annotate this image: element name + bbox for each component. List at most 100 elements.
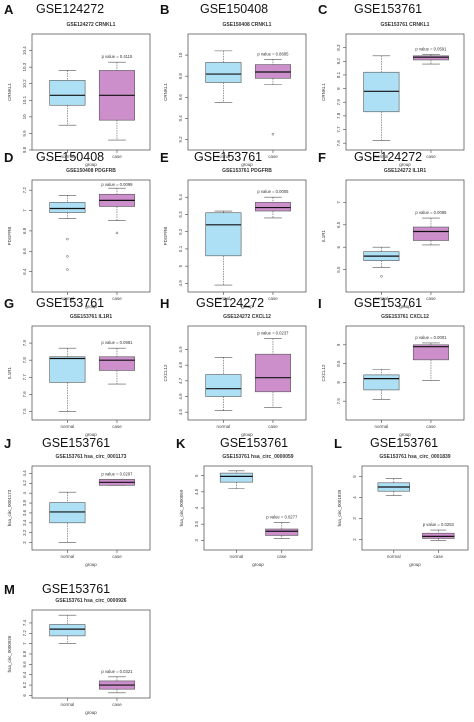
y-axis-label: CXCL12 [163, 364, 168, 382]
x-axis-label: group [85, 562, 97, 567]
chart-title: GSE153761 CRNKL1 [381, 22, 430, 28]
boxplot-chart: GSE153761 hsa_circ_0001173 3 3.2 3.4 3.6 3.8 4… [7, 454, 151, 567]
y-tick-label: 6.5 [336, 221, 341, 228]
y-tick-label: 4 [194, 506, 199, 509]
plot-frame [361, 465, 469, 551]
y-tick-label: 6.8 [22, 650, 27, 657]
y-tick-label: 7.2 [22, 187, 27, 194]
p-value-label: p value = 0.0297 [101, 471, 133, 476]
y-tick-label: 7.7 [22, 374, 27, 381]
x-axis-label: group [85, 304, 97, 309]
y-axis-label: CRNKL1 [321, 83, 326, 101]
x-axis-label: group [399, 304, 411, 309]
panel-e: E GSE153761 GSE153761 PDGFRB 4.9 5 5.1 5.2 5.… [160, 150, 310, 309]
y-tick-label: 3.5 [194, 521, 199, 528]
y-axis-label: hsa_circ_0000059 [179, 489, 184, 526]
panel-letter: J [4, 436, 12, 451]
x-tick-label: case [268, 154, 278, 159]
y-tick-label: 4.8 [178, 362, 183, 369]
chart-title: GSE153761 hsa_circ_0001839 [379, 454, 450, 460]
p-value-label: p value = 0.0001 [415, 335, 447, 340]
boxplot-chart: GSE124272 CXCL12 4.5 4.6 4.7 4.8 4.9 CXCL12 nor… [163, 314, 307, 437]
outlier-point [66, 237, 69, 241]
panel-d: D GSE150408 GSE150408 PDGFRB 6.4 6.6 6.8 7 7.… [4, 150, 154, 309]
x-tick-label: normal [61, 702, 75, 707]
box-normal [49, 356, 86, 383]
y-tick-label: 9.2 [178, 136, 183, 143]
y-axis-label: CXCL12 [321, 364, 326, 382]
x-tick-label: normal [375, 424, 389, 429]
panel-f: F GSE124272 GSE124272 IL1R1 5.5 6 6.5 7 IL1R1… [318, 150, 468, 309]
panel-c: C GSE153761 GSE153761 CRNKL1 7.6 7.7 7.8 7.9… [318, 2, 468, 174]
x-tick-label: normal [217, 296, 231, 301]
boxplot-chart: GSE153761 hsa_circ_0000059 3 3.5 4 4.5 5 hsa_c… [179, 454, 313, 567]
p-value-label: p value = 0.0253 [423, 522, 455, 527]
y-tick-label: 3 [194, 539, 199, 542]
outlier-point [380, 275, 383, 278]
x-axis-label: group [399, 162, 411, 167]
panel-l: L GSE153761 GSE153761 hsa_circ_0001839 2 3… [334, 436, 474, 567]
y-tick-label: 5.5 [336, 266, 341, 273]
chart-title: GSE153761 CXCL12 [381, 314, 429, 320]
y-axis-label: hsa_circ_0000926 [7, 635, 12, 672]
x-axis-label: group [85, 432, 97, 437]
outlier-point [115, 231, 119, 235]
y-tick-label: 10.2 [22, 79, 27, 88]
panel-letter: B [160, 2, 170, 17]
p-value-label: p value = 0.4115 [102, 54, 133, 59]
x-tick-label: case [434, 554, 444, 559]
boxplot-chart: GSE153761 hsa_circ_0000926 6 6.2 6.4 6.6 6.8 7… [7, 598, 151, 715]
box-normal [49, 624, 86, 637]
plot-frame [345, 33, 465, 151]
chart-title: GSE124272 CXCL12 [223, 314, 271, 320]
y-axis-label: PDGFRB [7, 227, 12, 246]
y-tick-label: 3 [352, 517, 357, 520]
y-tick-label: 6.4 [22, 268, 27, 275]
y-axis-label: CRNKL1 [163, 83, 168, 101]
chart-title: GSE153761 hsa_circ_0001173 [56, 454, 127, 460]
y-tick-label: 9.4 [178, 115, 183, 122]
y-axis-label: IL1R1 [7, 367, 12, 380]
y-tick-label: 7.2 [22, 630, 27, 637]
plot-frame [187, 325, 307, 421]
y-tick-label: 10.3 [22, 62, 27, 71]
chart-title: GSE150408 PDGFRB [66, 168, 116, 174]
panel-dataset-label: GSE153761 [354, 2, 423, 16]
box-normal [49, 502, 86, 524]
y-tick-label: 4.7 [178, 377, 183, 384]
y-tick-label: 7 [22, 209, 27, 212]
chart-title: GSE124272 CRNKL1 [67, 22, 116, 28]
x-tick-label: case [112, 554, 122, 559]
panel-i: I GSE153761 GSE153761 CXCL12 7.5 8 8.5 9 CXCL… [318, 296, 468, 437]
x-axis-label: group [241, 304, 253, 309]
y-tick-label: 6.6 [22, 248, 27, 255]
panel-k: K GSE153761 GSE153761 hsa_circ_0000059 3 3… [176, 436, 316, 567]
box-normal [363, 374, 400, 391]
x-tick-label: case [426, 424, 436, 429]
plot-frame [31, 465, 151, 551]
y-tick-label: 8.5 [336, 360, 341, 367]
x-tick-label: case [112, 424, 122, 429]
y-tick-label: 3.4 [22, 519, 27, 526]
y-tick-label: 5.1 [178, 245, 183, 252]
chart-title: GSE153761 hsa_circ_0000926 [55, 598, 126, 604]
panel-j: J GSE153761 GSE153761 hsa_circ_0001173 3 3… [4, 436, 154, 567]
y-tick-label: 3.2 [22, 529, 27, 536]
boxplot-chart: GSE153761 CXCL12 7.5 8 8.5 9 CXCL12 normal case… [321, 314, 465, 437]
y-tick-label: 4 [352, 496, 357, 499]
y-tick-label: 4.2 [22, 480, 27, 487]
y-axis-label: hsa_circ_0001839 [337, 489, 342, 526]
panel-letter: A [4, 2, 14, 17]
x-tick-label: normal [375, 296, 389, 301]
panel-dataset-label: GSE153761 [194, 150, 263, 164]
panel-letter: D [4, 150, 14, 165]
boxplot-chart: GSE153761 IL1R1 7.5 7.6 7.7 7.8 7.9 IL1R1 norma… [7, 314, 151, 437]
y-tick-label: 8 [336, 381, 341, 384]
x-tick-label: case [277, 554, 287, 559]
panel-letter: K [176, 436, 186, 451]
y-tick-label: 8.3 [336, 44, 341, 51]
y-tick-label: 9.8 [178, 73, 183, 80]
x-axis-label: group [85, 162, 97, 167]
plot-frame [31, 325, 151, 421]
panel-g: G GSE153761 GSE153761 IL1R1 7.5 7.6 7.7 7.8 7… [4, 296, 154, 437]
